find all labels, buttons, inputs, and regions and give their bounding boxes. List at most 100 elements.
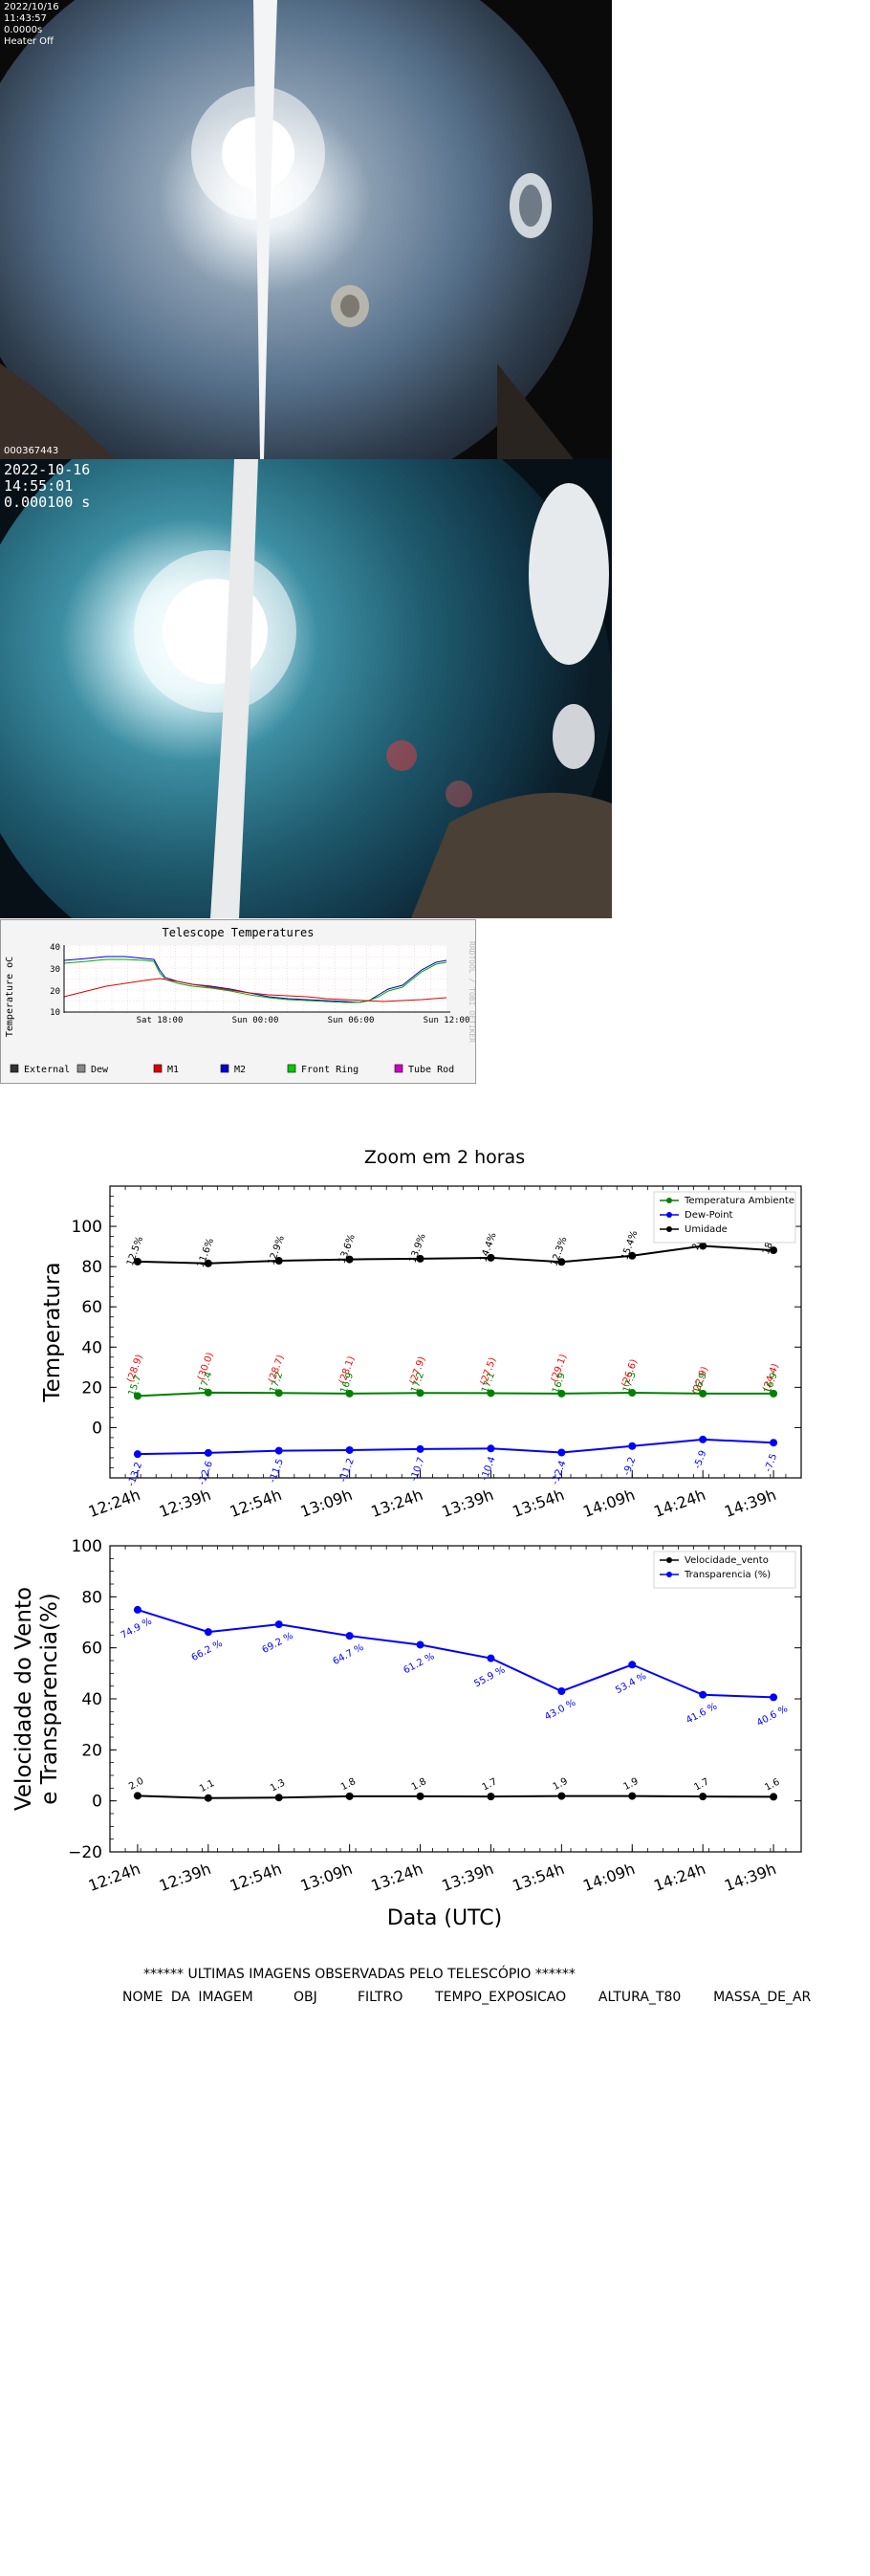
data-label: 74.9 % [120, 1617, 154, 1641]
data-point [204, 1794, 212, 1802]
data-label: 1.8 [410, 1776, 428, 1793]
tele-ylabel: Temperature oC [5, 957, 15, 1037]
tele-xtick-label: Sun 00:00 [232, 1016, 279, 1025]
x-tick-label: 13:39h [439, 1860, 495, 1895]
y-tick-label: 60 [81, 1298, 102, 1317]
observations-title: ****** ULTIMAS IMAGENS OBSERVADAS PELO T… [143, 1967, 576, 1982]
x-tick-label: 13:39h [439, 1486, 495, 1521]
y-tick-label: 0 [92, 1419, 102, 1438]
series-line [137, 1794, 774, 1799]
temperature-chart: 0 20 40 60 80 100 12:24h 12:39h 12:54h 13:09h 13:2… [40, 1185, 802, 1521]
data-point [557, 1448, 566, 1457]
tele-yticks: 10 20 30 40 [50, 943, 60, 1018]
tele-legend-swatch [394, 1064, 403, 1073]
data-point [274, 1446, 283, 1455]
y-tick-label: 80 [81, 1588, 102, 1607]
data-point [699, 1242, 707, 1250]
data-label: -10.7 [409, 1456, 427, 1483]
data-label: -12.6 [197, 1460, 215, 1486]
data-label: -13.2 [126, 1461, 144, 1487]
data-point [628, 1661, 637, 1669]
data-label: 53.4 % [614, 1671, 648, 1696]
data-label: 1.1 [198, 1778, 216, 1794]
legend-marker [666, 1226, 672, 1232]
data-point [416, 1444, 424, 1453]
legend-label: Temperatura Ambiente [684, 1196, 794, 1206]
all-sky-image-2 [0, 459, 612, 918]
series-line [137, 1391, 774, 1398]
camera-1-image-id: 000367443 [4, 446, 59, 456]
y-tick-label: 0 [92, 1793, 102, 1812]
data-point [487, 1793, 495, 1801]
tele-legend-label: M2 [234, 1065, 246, 1075]
tele-legend-label: Tube Rod [408, 1065, 454, 1075]
x-tick-label: 14:39h [722, 1860, 778, 1895]
series-line [137, 1438, 774, 1456]
legend-label: Transparencia (%) [684, 1570, 771, 1580]
tele-xtick-label: Sun 12:00 [424, 1016, 470, 1025]
tele-watermark: RRDTOOL / TOBI OETIKER [468, 941, 476, 1043]
data-point [557, 1389, 566, 1398]
tele-legend-item: Tube Rod [394, 1064, 454, 1075]
data-label: 11.6% [196, 1237, 216, 1269]
y-tick-label: 20 [81, 1378, 102, 1398]
x-tick-label: 14:39h [722, 1486, 778, 1521]
x-tick-label: 12:54h [228, 1860, 284, 1895]
tele-axes [63, 945, 450, 1013]
y-axis-label: e Transparencia(%) [37, 1593, 62, 1805]
tele-legend-swatch [287, 1064, 296, 1073]
data-point [416, 1792, 424, 1800]
data-label: -11.5 [268, 1458, 286, 1485]
x-tick-label: 13:24h [369, 1486, 425, 1521]
data-label: -11.2 [338, 1457, 357, 1484]
plot-frame [109, 1545, 802, 1853]
data-label: 1.9 [552, 1776, 570, 1793]
data-label: 1.9 [621, 1776, 640, 1793]
data-point [699, 1435, 707, 1443]
data-point [557, 1687, 566, 1695]
data-point [204, 1628, 212, 1637]
y-tick-label: 40 [81, 1338, 102, 1357]
tele-ytick-label: 20 [50, 987, 60, 997]
data-point [204, 1388, 212, 1397]
data-point [770, 1439, 778, 1447]
data-label: 2.0 [127, 1776, 145, 1793]
tele-legend-item: Front Ring [287, 1064, 359, 1075]
tele-legend-label: M1 [167, 1065, 179, 1075]
data-point [770, 1693, 778, 1702]
data-label: -9.2 [621, 1456, 638, 1477]
tele-curves [63, 956, 447, 1003]
x-tick-label: 14:24h [651, 1486, 707, 1521]
data-point [416, 1254, 424, 1263]
tele-curve-front-ring [63, 958, 447, 1003]
data-label: 41.6 % [685, 1701, 719, 1726]
y-axis-label: Temperatura [40, 1262, 65, 1402]
x-tick-label: 14:24h [651, 1860, 707, 1895]
data-point [204, 1259, 212, 1267]
data-point [274, 1794, 283, 1802]
wind-transparency-chart: −20 0 20 40 60 80 100 12:24h 12:39h 12:54h 13:09h 1… [11, 1537, 802, 1895]
chart-legend: Velocidade_vento Transparencia (%) [653, 1551, 796, 1589]
data-label: 1.8 [339, 1776, 358, 1793]
data-point [557, 1792, 566, 1800]
legend-box [653, 1191, 796, 1244]
legend-marker [666, 1557, 672, 1563]
data-point [133, 1257, 141, 1266]
legend-marker [666, 1572, 672, 1577]
weather-charts: Zoom em 2 horas 0 20 40 60 80 100 12:24h 12:39h… [0, 1129, 870, 1942]
x-tick-label: 12:39h [157, 1860, 213, 1895]
data-point [416, 1640, 424, 1649]
data-point [699, 1690, 707, 1699]
telescope-temperatures-graph: Telescope Temperatures Temperature oC RR… [0, 919, 476, 1084]
plot-frame [109, 1185, 802, 1479]
data-point [133, 1605, 141, 1614]
x-tick-label: 12:54h [228, 1486, 284, 1521]
data-label: 64.7 % [331, 1642, 365, 1667]
data-label: -7.5 [763, 1452, 779, 1473]
data-point [770, 1246, 778, 1255]
tele-legend-label: Front Ring [301, 1065, 359, 1075]
data-point [628, 1792, 637, 1800]
all-sky-camera-2: 2022-10-16 14:55:01 0.000100 s [0, 459, 612, 918]
data-point [274, 1389, 283, 1398]
x-tick-label: 13:24h [369, 1860, 425, 1895]
